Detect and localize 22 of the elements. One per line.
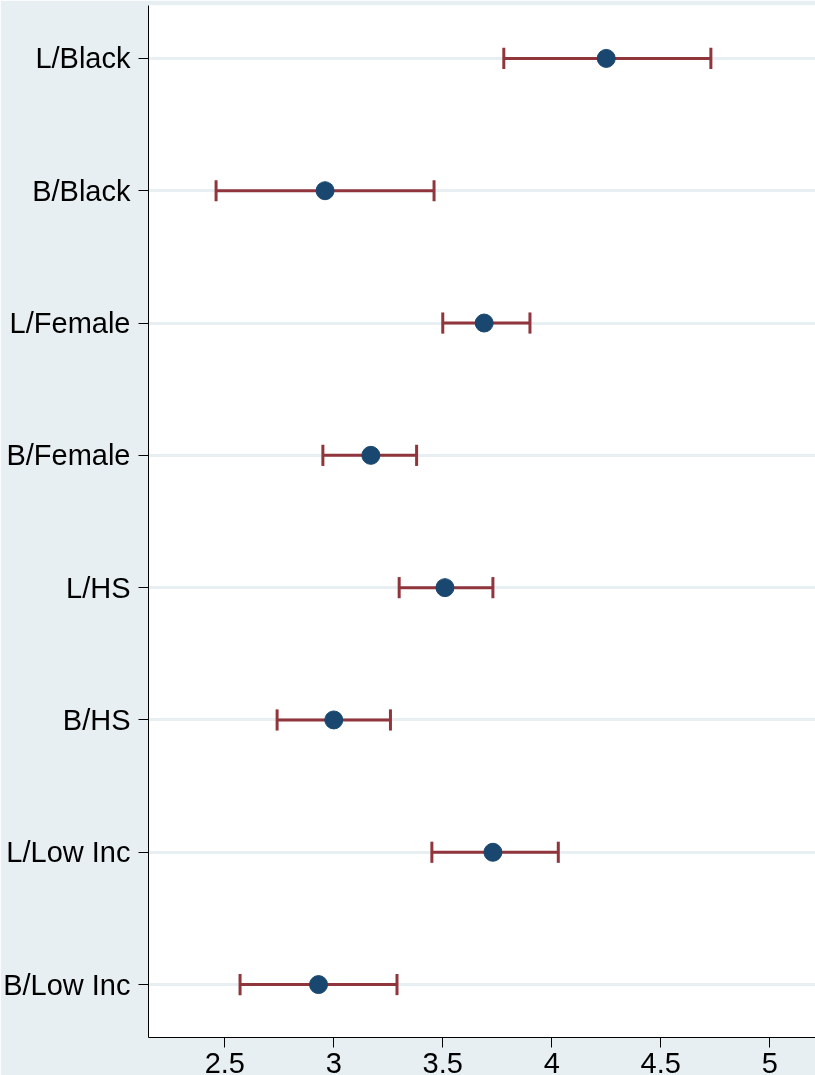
y-tick-label: B/Female	[6, 439, 131, 472]
point	[309, 975, 329, 995]
point	[361, 445, 381, 465]
y-tick-label: L/Female	[9, 307, 131, 340]
point	[474, 313, 494, 333]
point	[596, 48, 616, 68]
x-tick-label: 4	[543, 1046, 560, 1075]
y-tick-label: B/Low Inc	[3, 968, 131, 1001]
y-tick-label: B/HS	[62, 703, 131, 736]
y-tick-label: L/Low Inc	[6, 836, 131, 869]
point	[483, 842, 503, 862]
point	[324, 710, 344, 730]
y-tick-label: B/Black	[32, 174, 131, 207]
point	[315, 181, 335, 201]
point	[435, 578, 455, 598]
y-tick-label: L/HS	[66, 571, 131, 604]
y-tick-label: L/Black	[35, 42, 131, 75]
x-tick-label: 2.5	[204, 1046, 245, 1075]
x-tick-label: 5	[761, 1046, 778, 1075]
x-tick-label: 3.5	[422, 1046, 463, 1075]
x-tick-label: 3	[325, 1046, 342, 1075]
x-tick-label: 4.5	[640, 1046, 681, 1075]
